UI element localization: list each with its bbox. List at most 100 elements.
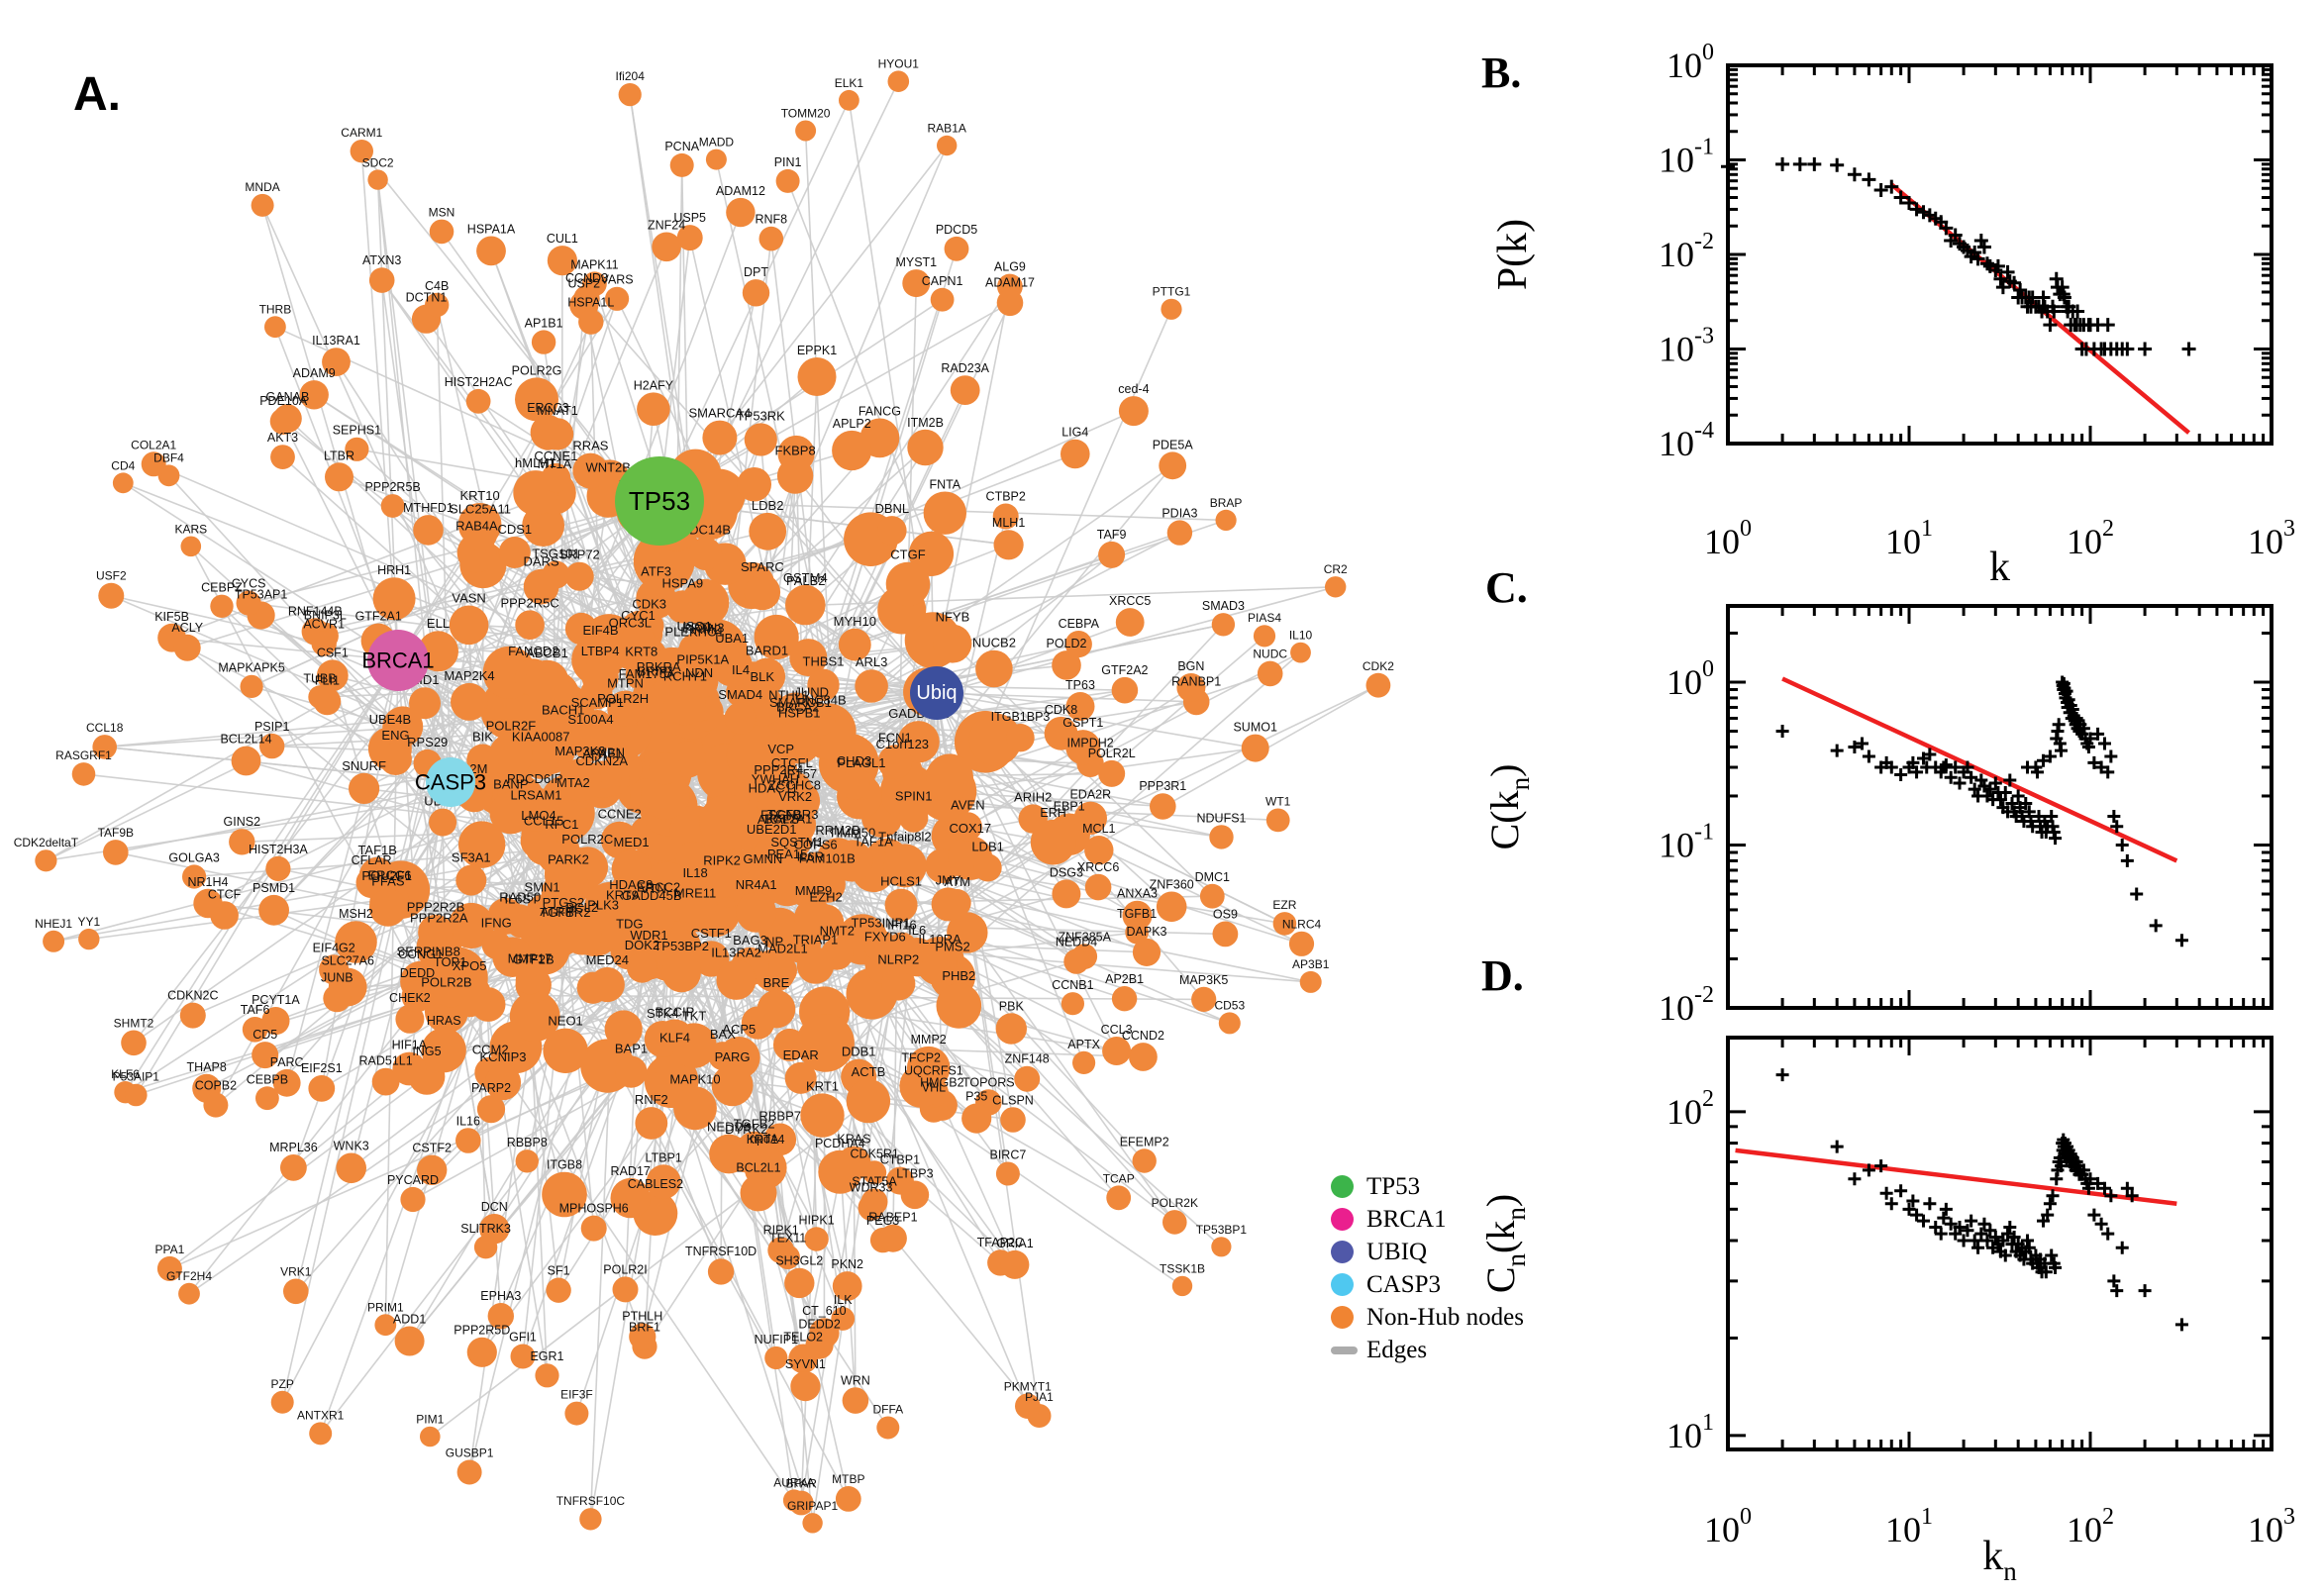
network-node-label: APLP2 <box>833 417 871 431</box>
network-node-label: MTA2 <box>556 775 590 790</box>
network-node <box>515 377 558 422</box>
hub-node-tp53 <box>615 456 704 546</box>
axis-tick-label: 10-1 <box>1659 135 1714 180</box>
network-node <box>547 246 578 276</box>
network-node <box>283 1278 309 1305</box>
network-node-label: NDUFS1 <box>1196 811 1246 825</box>
network-node-label: NUCB2 <box>972 636 1016 650</box>
network-node <box>561 915 602 955</box>
network-node <box>784 1061 817 1094</box>
network-node <box>252 1042 279 1069</box>
network-node <box>1211 613 1236 637</box>
network-node-label: RPS29 <box>407 735 448 749</box>
network-node-label: MED1 <box>614 835 650 849</box>
network-node-label: HSPA9 <box>661 575 703 590</box>
network-node-label: VASN <box>452 591 485 606</box>
network-node <box>790 1371 821 1402</box>
network-node-label: YY1 <box>77 915 100 929</box>
network-node <box>299 380 329 410</box>
axis-tick-label: 103 <box>2248 516 2295 561</box>
network-node <box>1290 642 1311 663</box>
network-node-label: ACVR1 <box>303 617 345 631</box>
network-node-label: CUL1 <box>547 232 578 246</box>
network-node-label: NR1H4 <box>188 875 229 889</box>
network-node <box>429 219 454 245</box>
network-node <box>229 829 255 855</box>
network-node-label: CCNG1 <box>398 947 444 961</box>
network-node-label: LTBP4 <box>581 644 620 658</box>
network-node-label: MTBP <box>832 1472 864 1486</box>
network-node-label: CARM1 <box>341 126 382 140</box>
network-node-label: SUMO1 <box>1233 721 1277 735</box>
network-node-label: RNF2 <box>635 1092 668 1107</box>
network-node-label: PZP <box>271 1377 294 1391</box>
axis-tick-label: 100 <box>1666 40 1714 85</box>
network-node-label: CDKN2A <box>575 753 628 768</box>
network-node <box>400 1186 426 1213</box>
network-node-label: PPA1 <box>155 1243 185 1256</box>
hub-node-brca1 <box>367 630 429 691</box>
network-node-label: TFAP2C <box>977 1236 1024 1249</box>
network-node-label: AURKA <box>773 1475 814 1489</box>
network-node <box>876 1416 900 1440</box>
network-node-label: HDAC8 <box>609 877 653 892</box>
network-node <box>788 588 824 623</box>
network-node-label: IL16 <box>456 1114 480 1128</box>
network-node <box>473 1236 498 1259</box>
network-node <box>350 140 373 163</box>
legend-label: Edges <box>1366 1336 1428 1363</box>
network-node <box>625 658 657 691</box>
legend-edge-icon <box>1331 1346 1358 1354</box>
network-node-label: MAP2K4 <box>444 668 494 683</box>
network-node-label: VRK2 <box>778 789 812 804</box>
network-node <box>605 286 630 311</box>
network-node <box>456 1459 482 1485</box>
network-node <box>944 236 969 261</box>
legend-item-nonhub: Non-Hub nodes <box>1331 1301 1524 1334</box>
network-node <box>336 1152 367 1184</box>
network-node-label: LDB1 <box>971 839 1004 853</box>
network-node-label: CCL15 <box>524 813 563 828</box>
network-node-label: MAD2L1 <box>758 942 808 956</box>
network-node <box>308 685 332 709</box>
network-node-label: BCCIP <box>656 1005 695 1020</box>
network-node <box>782 1489 805 1512</box>
axis-tick-label: 102 <box>2067 516 2114 561</box>
network-node-label: CSTF1 <box>691 926 732 941</box>
network-node-label: AP2B1 <box>1105 972 1144 986</box>
network-node <box>1065 692 1095 721</box>
network-node-label: CTCF <box>208 887 242 901</box>
network-node <box>930 287 955 312</box>
network-node-label: PKN2 <box>831 1257 863 1271</box>
network-node-label: GRIA1 <box>996 1237 1034 1250</box>
network-node-label: S100A4 <box>567 712 613 727</box>
network-node-label: IL13RA1 <box>312 334 360 348</box>
network-node <box>125 1083 148 1107</box>
x-axis-title: kn <box>1982 1534 2017 1586</box>
network-node-label: C1orf123 <box>876 737 929 751</box>
network-node <box>255 1086 279 1111</box>
network-node-label: NTHL1 <box>768 688 809 703</box>
network-node <box>724 702 757 735</box>
network-node <box>902 269 931 298</box>
network-node-label: MMP9 <box>795 883 833 898</box>
network-node-label: SMAD3 <box>1202 599 1245 613</box>
network-node-label: CT_610 <box>802 1304 847 1318</box>
fit-line <box>1735 1147 2177 1206</box>
network-node-label: PIP5K1A <box>676 652 729 667</box>
network-node <box>884 888 918 922</box>
network-node-label: VRK1 <box>280 1265 312 1279</box>
network-node-label: WNK3 <box>334 1140 369 1153</box>
network-node-label: SEPHS1 <box>333 424 381 438</box>
network-node <box>322 348 351 376</box>
network-node <box>535 1363 559 1388</box>
network-node <box>579 1508 602 1531</box>
network-node-label: ABCB1 <box>526 646 568 660</box>
network-node-label: PKMYT1 <box>1004 1379 1052 1393</box>
network-node <box>210 594 234 618</box>
network-node <box>573 726 608 761</box>
network-node-label: PALB2 <box>786 573 826 588</box>
network-node-label: MCL1 <box>1082 822 1115 836</box>
network-node <box>693 941 730 977</box>
network-node-label: CCNE1 <box>534 449 577 463</box>
